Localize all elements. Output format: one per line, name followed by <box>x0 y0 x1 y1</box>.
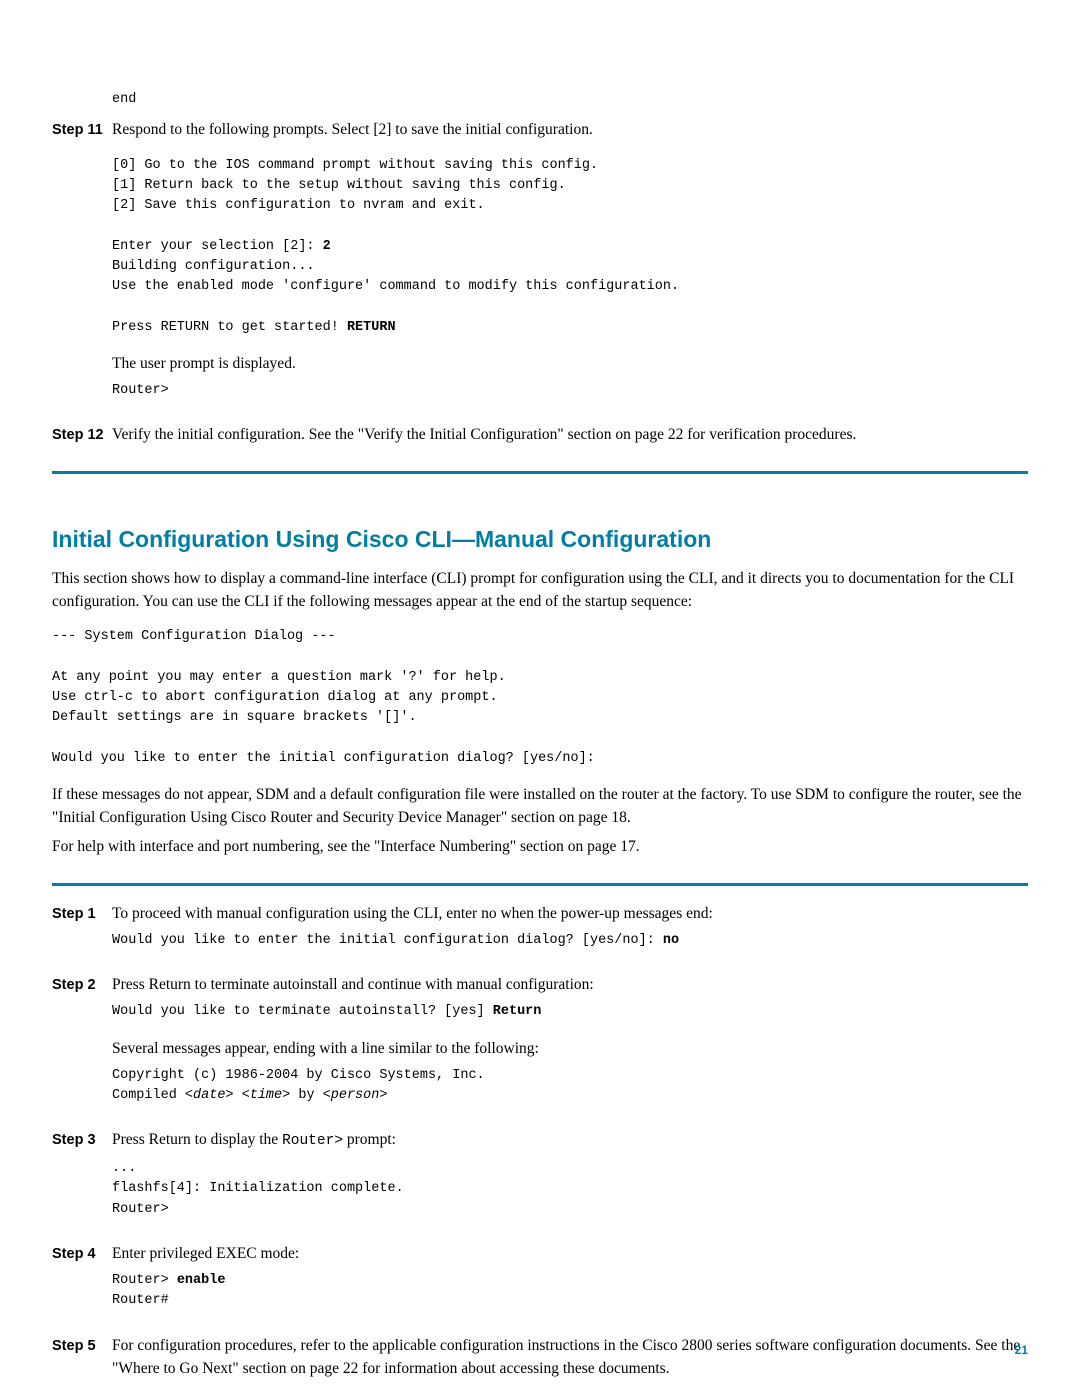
step-4-code: Router> enable Router# <box>112 1271 1028 1312</box>
step-5-row: Step 5 For configuration procedures, ref… <box>52 1334 1028 1381</box>
step-1-input-no: no <box>663 933 679 948</box>
step-3-text-a: Press Return to display the <box>112 1131 282 1148</box>
step-2-code2: Copyright (c) 1986-2004 by Cisco Systems… <box>112 1066 1028 1107</box>
step-3-text-b: Router> <box>282 1133 343 1149</box>
step-1-code: Would you like to enter the initial conf… <box>112 931 1028 951</box>
step-1-code-a: Would you like to enter the initial conf… <box>112 933 663 948</box>
section-para2: If these messages do not appear, SDM and… <box>52 783 1028 830</box>
step-4-row: Step 4 Enter privileged EXEC mode: <box>52 1242 1028 1265</box>
step-2-code-a: Would you like to terminate autoinstall?… <box>112 1004 493 1019</box>
step-2-text: Press Return to terminate autoinstall an… <box>112 973 1028 996</box>
step-4-input-enable: enable <box>177 1273 226 1288</box>
section-code1: --- System Configuration Dialog --- At a… <box>52 627 1028 769</box>
step-4-text: Enter privileged EXEC mode: <box>112 1242 1028 1265</box>
step-4-code-c: Router# <box>112 1293 169 1308</box>
step-2-row: Step 2 Press Return to terminate autoins… <box>52 973 1028 996</box>
step-12-label: Step 12 <box>52 427 112 443</box>
step-2-after: Several messages appear, ending with a l… <box>112 1037 1028 1060</box>
step-11-input-return: RETURN <box>347 320 396 335</box>
step-11-input-2: 2 <box>323 239 331 254</box>
step-12-row: Step 12 Verify the initial configuration… <box>52 423 1028 446</box>
section-para3: For help with interface and port numberi… <box>52 835 1028 858</box>
step-11-after: The user prompt is displayed. <box>112 352 1028 375</box>
step-11-code: [0] Go to the IOS command prompt without… <box>112 156 1028 338</box>
page-number: 21 <box>1015 1343 1028 1357</box>
step-11-code-part1: [0] Go to the IOS command prompt without… <box>112 158 598 254</box>
step-2-code2-d: <person> <box>323 1088 388 1103</box>
section-heading: Initial Configuration Using Cisco CLI—Ma… <box>52 526 1028 553</box>
step-2-code2-c: by <box>290 1088 322 1103</box>
code-end: end <box>112 90 1028 110</box>
step-5-text: For configuration procedures, refer to t… <box>112 1334 1028 1381</box>
step-11-text: Respond to the following prompts. Select… <box>112 118 1028 141</box>
step-11-row: Step 11 Respond to the following prompts… <box>52 118 1028 141</box>
step-1-label: Step 1 <box>52 906 112 922</box>
step-12-text: Verify the initial configuration. See th… <box>112 423 1028 446</box>
step-2-input-return: Return <box>493 1004 542 1019</box>
step-2-label: Step 2 <box>52 977 112 993</box>
step-2-code2-b: <date> <time> <box>185 1088 290 1103</box>
step-11-label: Step 11 <box>52 122 112 138</box>
step-1-row: Step 1 To proceed with manual configurat… <box>52 902 1028 925</box>
step-11-prompt: Router> <box>112 381 1028 401</box>
step-4-code-a: Router> <box>112 1273 177 1288</box>
step-3-text-c: prompt: <box>343 1131 396 1148</box>
divider-top <box>52 471 1028 474</box>
section-para1: This section shows how to display a comm… <box>52 567 1028 614</box>
step-3-text: Press Return to display the Router> prom… <box>112 1128 1028 1153</box>
step-1-text: To proceed with manual configuration usi… <box>112 902 1028 925</box>
step-3-code: ... flashfs[4]: Initialization complete.… <box>112 1159 1028 1220</box>
step-4-label: Step 4 <box>52 1246 112 1262</box>
step-5-label: Step 5 <box>52 1338 112 1354</box>
step-3-row: Step 3 Press Return to display the Route… <box>52 1128 1028 1153</box>
divider-steps <box>52 883 1028 886</box>
step-2-code: Would you like to terminate autoinstall?… <box>112 1002 1028 1022</box>
step-3-label: Step 3 <box>52 1132 112 1148</box>
